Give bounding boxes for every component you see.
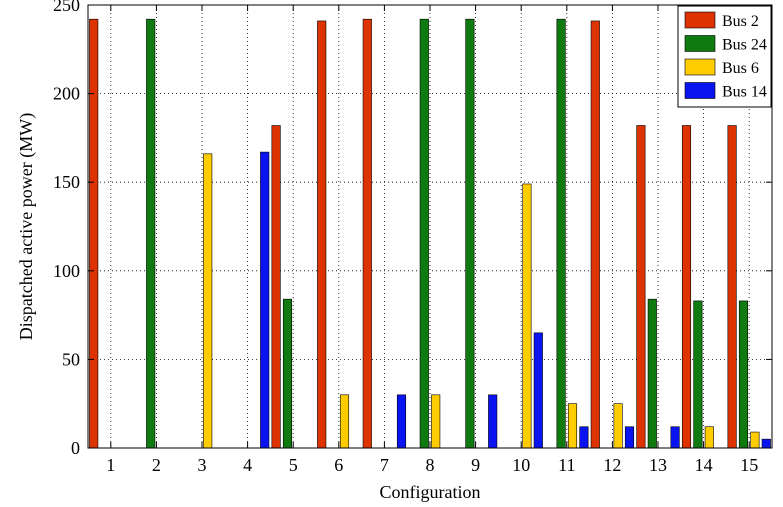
bar-bus-6-config-10 — [522, 183, 532, 449]
x-tick-label: 5 — [289, 455, 298, 475]
x-tick-label: 14 — [695, 455, 713, 475]
bar-bus-24-config-9 — [465, 18, 475, 449]
bar-bus-2-config-1 — [89, 18, 99, 449]
bar-bus-14-config-15 — [761, 438, 771, 449]
bar-bus-2-config-14 — [681, 125, 692, 449]
y-tick-label: 150 — [53, 172, 80, 192]
legend-swatch — [684, 35, 716, 52]
legend: Bus 2 Bus 24 Bus 6 Bus 14 — [677, 5, 772, 108]
bar-bus-24-config-2 — [146, 18, 156, 449]
bar-bus-6-config-15 — [750, 431, 760, 449]
bar-bus-2-config-13 — [636, 125, 646, 449]
bar-bus-14-config-13 — [670, 426, 680, 449]
y-axis-title: Dispatched active power (MW) — [16, 113, 37, 340]
x-tick-label: 8 — [426, 455, 435, 475]
bars — [89, 18, 771, 449]
bar-bus-14-config-9 — [488, 394, 498, 449]
bar-bus-14-config-11 — [579, 426, 589, 449]
bar-bus-6-config-6 — [339, 394, 350, 449]
y-tick-label: 50 — [62, 349, 80, 369]
bar-bus-6-config-12 — [613, 403, 623, 449]
grid-lines — [88, 5, 772, 448]
x-tick-label: 7 — [380, 455, 389, 475]
y-tick-label: 0 — [71, 438, 80, 458]
bar-bus-6-config-14 — [704, 426, 714, 449]
bar-bus-2-config-5 — [271, 125, 281, 449]
bar-bus-24-config-8 — [419, 18, 429, 449]
bar-bus-24-config-11 — [556, 18, 566, 449]
bar-bus-2-config-12 — [590, 20, 600, 449]
x-tick-label: 3 — [198, 455, 207, 475]
bar-bus-2-config-15 — [727, 125, 737, 449]
legend-label: Bus 14 — [722, 84, 767, 101]
bar-bus-6-config-11 — [567, 403, 578, 449]
bar-bus-6-config-3 — [203, 153, 213, 449]
x-tick-label: 15 — [740, 455, 758, 475]
legend-swatch — [684, 58, 716, 76]
bar-bus-2-config-7 — [362, 18, 372, 449]
x-tick-label: 13 — [649, 455, 667, 475]
legend-swatch — [684, 82, 716, 99]
x-axis-title: Configuration — [380, 482, 481, 502]
legend-label: Bus 24 — [722, 37, 767, 54]
bar-bus-2-config-6 — [317, 20, 327, 449]
bar-bus-24-config-14 — [693, 300, 703, 449]
x-tick-label: 10 — [512, 455, 530, 475]
x-tick-label: 9 — [471, 455, 480, 475]
legend-label: Bus 2 — [722, 13, 759, 30]
bar-bus-6-config-8 — [431, 394, 441, 449]
bar-bus-14-config-10 — [533, 332, 543, 449]
bar-bus-14-config-7 — [396, 394, 407, 449]
legend-swatch — [684, 11, 716, 29]
bar-bus-14-config-4 — [260, 151, 270, 449]
bar-bus-24-config-5 — [282, 298, 293, 449]
x-tick-label: 1 — [106, 455, 115, 475]
y-tick-label: 200 — [53, 84, 80, 104]
bar-bus-24-config-15 — [738, 300, 749, 449]
y-tick-label: 250 — [53, 0, 80, 15]
x-tick-label: 11 — [558, 455, 575, 475]
bar-bus-24-config-13 — [647, 298, 657, 449]
x-tick-label: 4 — [243, 455, 252, 475]
y-tick-label: 100 — [53, 261, 80, 281]
bar-bus-14-config-12 — [624, 426, 635, 449]
x-tick-label: 6 — [334, 455, 343, 475]
x-tick-label: 2 — [152, 455, 161, 475]
x-tick-label: 12 — [603, 455, 621, 475]
legend-label: Bus 6 — [722, 60, 759, 77]
